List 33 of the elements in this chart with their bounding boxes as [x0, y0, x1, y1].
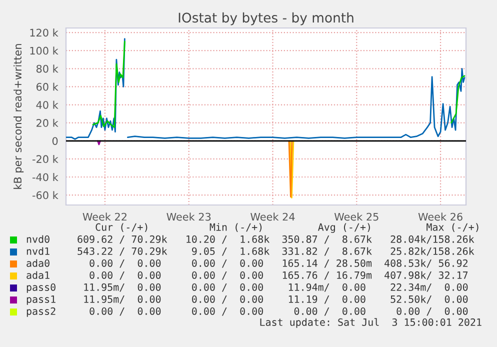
chart-title: IOstat by bytes - by month: [178, 12, 354, 26]
y-tick-label: 20 k: [36, 118, 58, 127]
text: Last update: Sat Jul 3 15:00:01 2021: [260, 318, 482, 328]
text: 0.00 / 0.00 0.00 / 0.00 0.00 / 0.00 0.00 / 0.00: [90, 307, 468, 316]
text: 609.62 / 70.29k 10.20 / 1.68k 350.87 / 8.67k 28.04k/158.26k: [78, 235, 474, 244]
x-tick-label: Week 23: [166, 212, 211, 221]
legend-label: nvd1: [26, 247, 50, 255]
legend-label: pass2: [26, 307, 56, 317]
y-tick-label: 40 k: [36, 100, 58, 109]
text: 0.00 / 0.00 0.00 / 0.00 165.14 / 28.50m 408.53k/ 56.92: [90, 259, 468, 268]
x-tick-label: Week 22: [82, 212, 126, 221]
y-tick-label: 100 k: [30, 46, 58, 55]
y-tick-label: 60 k: [36, 82, 58, 91]
legend-label: nvd0: [26, 235, 50, 243]
y-axis-title: kB per second read+written: [14, 44, 24, 189]
legend-label: ada1: [26, 271, 50, 279]
text: 11.95m/ 0.00 0.00 / 0.00 11.19 / 0.00 52.50k/ 0.00: [84, 295, 468, 304]
y-tick-label: -20 k: [32, 154, 58, 164]
x-tick-label: Week 24: [250, 212, 295, 221]
y-tick-label: 80 k: [36, 64, 58, 73]
text: 0.00 / 0.00 0.00 / 0.00 165.76 / 16.79m 407.98k/ 32.17: [90, 271, 468, 280]
text: 543.22 / 70.29k 9.05 / 1.68k 331.82 / 8.67k 25.82k/158.26k: [78, 247, 474, 256]
x-tick-label: Week 26: [418, 212, 462, 221]
text: Cur (-/+) Min (-/+) Avg (-/+) Max (-/+): [96, 223, 478, 233]
text: 11.95m/ 0.00 0.00 / 0.00 11.94m/ 0.00 22.34m/ 0.00: [84, 283, 468, 292]
x-tick-label: Week 25: [334, 212, 378, 221]
y-tick-label: -40 k: [32, 173, 58, 182]
legend-label: pass0: [26, 283, 56, 293]
y-tick-label: 0: [52, 137, 58, 145]
y-tick-label: -60 k: [32, 191, 58, 200]
legend-label: pass1: [26, 295, 56, 305]
y-tick-label: 120 k: [30, 28, 58, 37]
legend-label: ada0: [26, 259, 50, 267]
